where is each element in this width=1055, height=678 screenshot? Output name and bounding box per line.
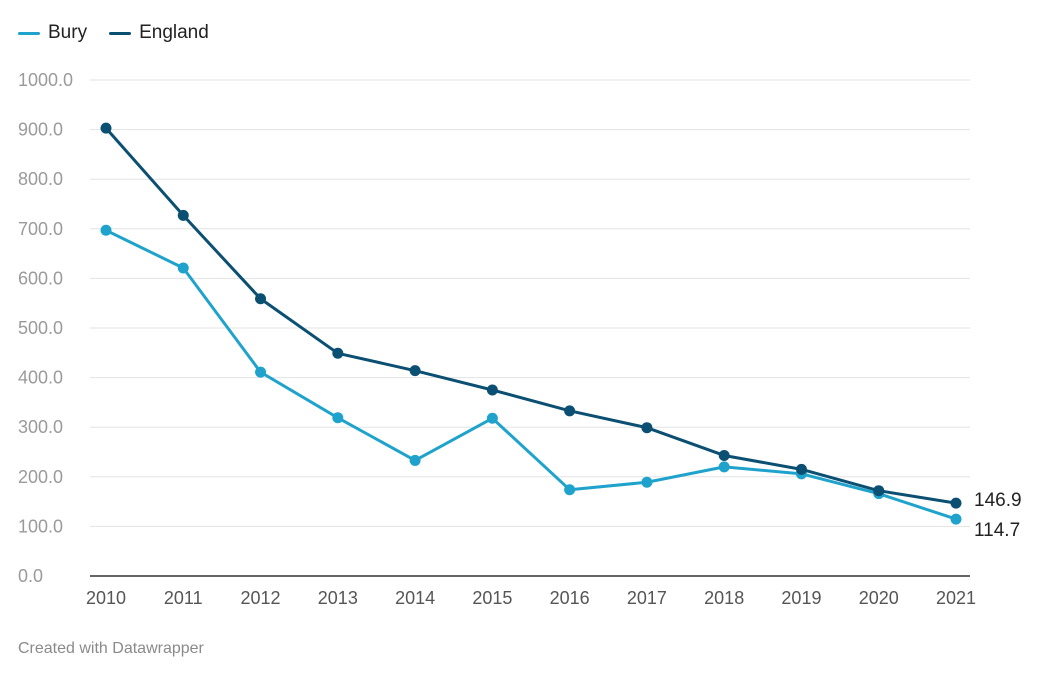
x-tick-label: 2016 — [550, 588, 590, 608]
legend-swatch-england — [109, 31, 132, 35]
x-tick-label: 2019 — [781, 588, 821, 608]
legend-item-england: England — [109, 22, 209, 44]
data-point-england — [564, 405, 576, 417]
x-tick-label: 2018 — [704, 588, 744, 608]
data-point-england — [486, 384, 498, 396]
y-tick-label: 200.0 — [18, 467, 63, 487]
x-tick-label: 2017 — [627, 588, 667, 608]
data-point-bury — [332, 412, 344, 424]
data-point-bury — [718, 461, 730, 473]
y-tick-label: 700.0 — [18, 219, 63, 239]
data-point-bury — [255, 366, 267, 378]
data-point-england — [795, 463, 807, 475]
data-point-bury — [950, 513, 962, 525]
data-point-england — [100, 122, 112, 134]
data-point-bury — [100, 224, 112, 236]
end-label-bury: 114.7 — [974, 520, 1020, 541]
y-tick-label: 100.0 — [18, 516, 63, 536]
y-tick-label: 600.0 — [18, 268, 63, 288]
data-point-bury — [564, 484, 576, 496]
x-tick-label: 2010 — [86, 588, 126, 608]
x-tick-label: 2021 — [936, 588, 976, 608]
x-tick-label: 2012 — [241, 588, 281, 608]
legend-label-england: England — [139, 22, 209, 43]
series-line-england — [104, 127, 957, 505]
data-point-england — [950, 497, 962, 509]
data-point-england — [641, 422, 653, 434]
credit-footer: Created with Datawrapper — [18, 640, 204, 657]
legend-swatch-bury — [18, 31, 40, 35]
y-tick-label: 0.0 — [18, 566, 43, 586]
x-tick-label: 2011 — [164, 588, 203, 608]
y-tick-label: 500.0 — [18, 318, 63, 338]
chart-legend: Bury England — [18, 22, 209, 44]
x-tick-label: 2014 — [395, 588, 435, 608]
data-point-england — [873, 485, 885, 497]
legend-label-bury: Bury — [48, 22, 88, 43]
series-line-bury — [105, 228, 957, 521]
x-tick-label: 2013 — [318, 588, 358, 608]
data-point-bury — [486, 412, 498, 424]
data-point-england — [409, 365, 421, 377]
data-point-england — [332, 347, 344, 359]
legend-item-bury: Bury — [18, 22, 87, 44]
x-tick-label: 2020 — [859, 588, 899, 608]
y-tick-label: 1000.0 — [18, 70, 73, 90]
end-label-england: 146.9 — [974, 490, 1022, 511]
data-point-england — [718, 449, 730, 461]
x-tick-label: 2015 — [472, 588, 512, 608]
y-tick-label: 800.0 — [18, 169, 63, 189]
data-point-bury — [641, 476, 653, 488]
y-tick-label: 900.0 — [18, 120, 63, 140]
data-point-england — [255, 293, 267, 305]
data-point-bury — [177, 262, 189, 274]
data-point-bury — [409, 454, 421, 466]
y-tick-label: 300.0 — [18, 417, 63, 437]
y-tick-label: 400.0 — [18, 368, 63, 388]
data-point-england — [177, 209, 189, 221]
